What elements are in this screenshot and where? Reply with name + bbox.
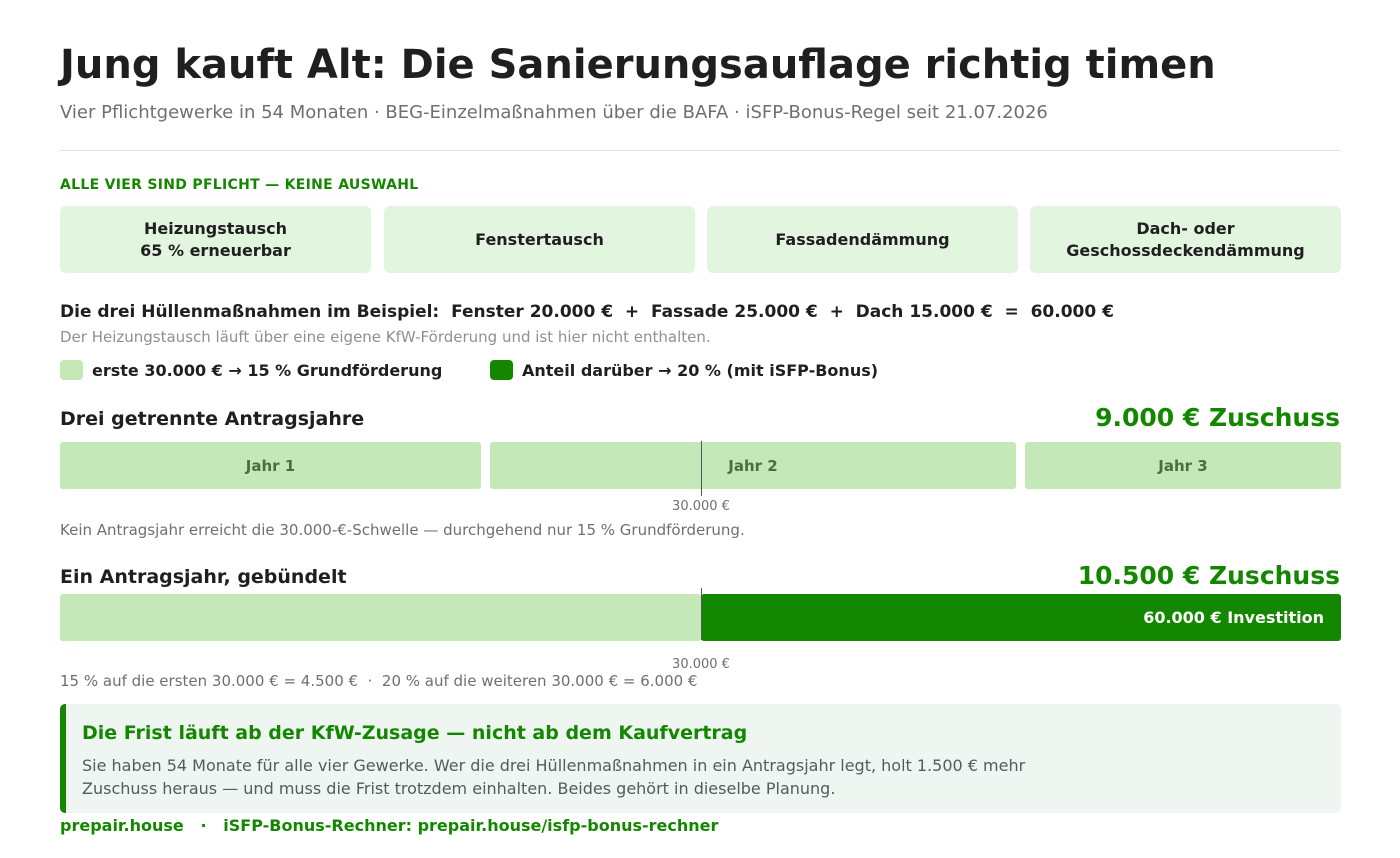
legend-swatch-bonus [490,360,513,380]
threshold-tick [701,441,702,496]
measure-card-line1: Fassadendämmung [775,229,950,249]
callout-title: Die Frist läuft ab der KfW-Zusage — nich… [82,722,748,744]
scenario-1-explanation: Kein Antragsjahr erreicht die 30.000-€-S… [60,521,745,539]
deadline-callout: Die Frist läuft ab der KfW-Zusage — nich… [60,704,1341,813]
callout-text: Sie haben 54 Monate für alle vier Gewerk… [82,756,1026,798]
measures-row: Heizungstausch 65 % erneuerbar Fensterta… [60,206,1341,273]
measure-card-line1: Dach- oder [1136,218,1235,238]
measure-card-line2: 65 % erneuerbar [140,240,291,260]
footer-links: prepair.house · iSFP-Bonus-Rechner: prep… [60,816,719,835]
measure-card-line2: Geschossdeckendämmung [1066,240,1305,260]
legend-swatch-base [60,360,83,380]
bar-segment: 60.000 € Investition [701,594,1341,641]
legend-label-bonus: Anteil darüber → 20 % (mit iSFP-Bonus) [522,360,879,380]
bar-segment-label: 60.000 € Investition [1143,608,1324,627]
legend-label-base: erste 30.000 € → 15 % Grundförderung [92,360,443,380]
scenario-2-title: Ein Antragsjahr, gebündelt [60,566,347,588]
page-subtitle: Vier Pflichtgewerke in 54 Monaten · BEG-… [60,102,1048,123]
measure-card-roof: Dach- oder Geschossdeckendämmung [1030,206,1341,273]
threshold-label: 30.000 € [672,657,730,672]
bar-segment-label: Jahr 3 [1158,456,1208,475]
bar-segment: Jahr 3 [1025,442,1341,489]
measure-card-line1: Fenstertausch [475,229,604,249]
bar-segment-label: Jahr 1 [245,456,296,475]
threshold-label: 30.000 € [672,499,730,514]
scenario-2-explanation: 15 % auf die ersten 30.000 € = 4.500 € ·… [60,672,698,690]
measure-card-heating: Heizungstausch 65 % erneuerbar [60,206,371,273]
scenario-2-result: 10.500 € Zuschuss [1077,561,1340,590]
example-note: Der Heizungstausch läuft über eine eigen… [60,328,711,346]
scenario-1-result: 9.000 € Zuschuss [1095,403,1340,432]
bar-segment: Jahr 1 [60,442,481,489]
divider [60,150,1340,151]
measures-label: ALLE VIER SIND PFLICHT — KEINE AUSWAHL [60,177,419,193]
measure-card-facade: Fassadendämmung [707,206,1018,273]
legend-item-bonus: Anteil darüber → 20 % (mit iSFP-Bonus) [490,360,878,380]
example-calculation: Die drei Hüllenmaßnahmen im Beispiel: Fe… [60,302,1114,322]
scenario-2-bar-chart: 60.000 € Investition 30.000 € [60,588,1341,676]
bar-segment-label: Jahr 2 [728,456,778,475]
page-title: Jung kauft Alt: Die Sanierungsauflage ri… [60,42,1216,88]
measure-card-line1: Heizungstausch [143,218,288,238]
legend-item-base: erste 30.000 € → 15 % Grundförderung [60,360,442,380]
bar-segment [60,594,701,641]
callout-accent-bar [60,704,66,813]
threshold-tick [701,588,702,640]
scenario-1-bar-chart: Jahr 1 Jahr 2 Jahr 3 30.000 € [60,441,1341,522]
measure-card-windows: Fenstertausch [384,206,695,273]
bar-segment: Jahr 2 [490,442,1016,489]
scenario-1-title: Drei getrennte Antragsjahre [60,408,365,430]
